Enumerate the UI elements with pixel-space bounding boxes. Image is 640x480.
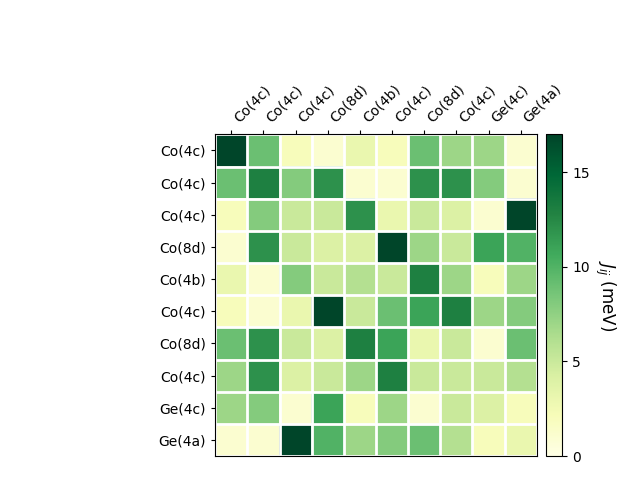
Y-axis label: $J_{ij}$ (meV): $J_{ij}$ (meV) [593,260,618,331]
